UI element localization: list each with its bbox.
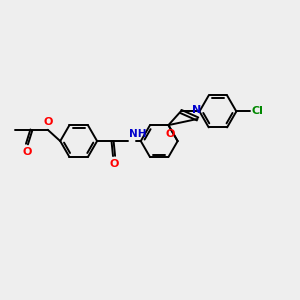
Text: O: O xyxy=(43,117,52,127)
Text: O: O xyxy=(109,159,119,169)
Text: Cl: Cl xyxy=(251,106,263,116)
Text: N: N xyxy=(192,105,202,116)
Text: O: O xyxy=(22,147,32,157)
Text: O: O xyxy=(165,129,175,139)
Text: NH: NH xyxy=(130,129,147,139)
